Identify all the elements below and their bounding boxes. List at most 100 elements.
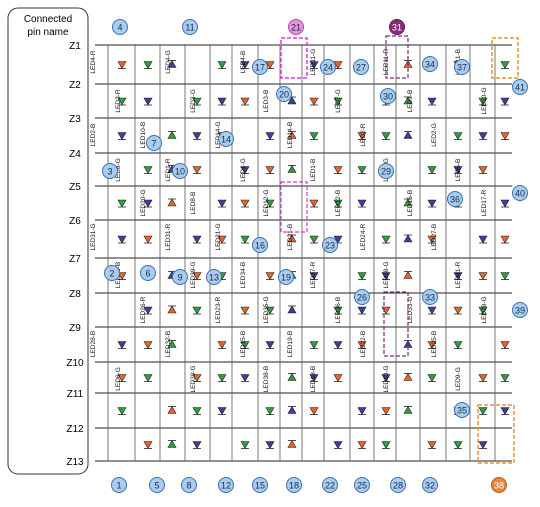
led-diode-icon [143, 235, 153, 244]
highlight-box-38 [477, 404, 515, 464]
badge-number: 11 [185, 23, 194, 33]
led-diode-icon [500, 407, 510, 416]
led-label: LED9-G [455, 367, 462, 390]
led-label: LED1-R [165, 158, 172, 181]
led-diode-icon [192, 441, 202, 450]
led-diode-icon [453, 306, 463, 315]
led-diode-icon [143, 199, 153, 208]
badge-number: 12 [221, 481, 231, 491]
led-diode-icon [143, 166, 153, 175]
led-diode-icon [427, 374, 437, 383]
number-badge: 5 [149, 477, 165, 493]
led-diode-icon [192, 97, 202, 106]
led-diode-icon [309, 272, 319, 281]
led-label: LED34-B [240, 262, 247, 288]
number-badge: 10 [172, 163, 188, 179]
led-label: LED18-B [310, 366, 317, 392]
led-diode-icon [309, 61, 319, 70]
led-diode-icon [287, 305, 297, 314]
pin-label: Z12 [66, 424, 84, 435]
pin-label: Z2 [69, 80, 81, 91]
number-badge: 15 [252, 477, 268, 493]
led-diode-icon [381, 235, 391, 244]
led-diode-icon [167, 339, 177, 348]
led-label: LED6-G [115, 367, 122, 390]
led-label: LED2-G [431, 123, 438, 146]
pin-label: Z10 [66, 358, 84, 369]
led-label: LED8-B [190, 192, 197, 215]
led-diode-icon [403, 405, 413, 414]
led-label: LED8-G [115, 158, 122, 181]
led-diode-icon [500, 272, 510, 281]
led-diode-icon [357, 407, 367, 416]
led-diode-icon [333, 61, 343, 70]
led-diode-icon [333, 441, 343, 450]
led-diode-icon [143, 306, 153, 315]
led-diode-icon [333, 341, 343, 350]
led-diode-icon [500, 61, 510, 70]
number-badge: 39 [512, 302, 528, 318]
highlight-box-top-right [491, 37, 519, 79]
led-label: LED3-R [115, 89, 122, 112]
led-diode-icon [309, 97, 319, 106]
led-diode-icon [217, 61, 227, 70]
number-badge: 21 [288, 19, 304, 35]
number-badge: 2 [104, 265, 120, 281]
number-badge: 16 [252, 237, 268, 253]
led-diode-icon [217, 235, 227, 244]
led-diode-icon [265, 306, 275, 315]
led-diode-icon [240, 374, 250, 383]
led-diode-icon [240, 441, 250, 450]
led-diode-icon [117, 272, 127, 281]
pin-label: Z7 [69, 254, 81, 265]
badge-number: 17 [255, 63, 265, 73]
badge-number: 28 [393, 481, 403, 491]
led-diode-icon [403, 198, 413, 207]
number-badge: 32 [422, 477, 438, 493]
pin-label: Z3 [69, 114, 81, 125]
number-badge: 30 [380, 88, 396, 104]
highlight-boxes [280, 35, 519, 464]
badge-number: 32 [425, 481, 435, 491]
led-diode-icon [192, 272, 202, 281]
badge-number: 6 [145, 269, 150, 279]
led-diode-icon [117, 97, 127, 106]
pin-label: Z5 [69, 182, 81, 193]
led-label: LED1-G [240, 158, 247, 181]
pin-header-line1: Connected [24, 14, 72, 25]
number-badge: 20 [276, 86, 292, 102]
led-diode-icon [309, 235, 319, 244]
led-diode-icon [500, 235, 510, 244]
highlight-box-mid [280, 181, 308, 233]
badge-number: 34 [425, 60, 435, 70]
pin-label-frame [7, 7, 89, 475]
led-diode-icon [287, 130, 297, 139]
led-diode-icon [287, 372, 297, 381]
led-diode-icon [117, 407, 127, 416]
led-diode-icon [357, 441, 367, 450]
led-diode-icon [192, 235, 202, 244]
led-diode-icon [309, 199, 319, 208]
led-diode-icon [240, 306, 250, 315]
badge-number: 30 [383, 92, 393, 102]
led-diode-icon [287, 234, 297, 243]
led-diode-icon [381, 441, 391, 450]
badge-number: 5 [154, 481, 159, 491]
badge-number: 31 [392, 23, 402, 33]
led-diode-icon [403, 270, 413, 279]
number-badge: 40 [512, 185, 528, 201]
led-diode-icon [265, 341, 275, 350]
number-badge: 3 [102, 163, 118, 179]
led-label: LED22-B [360, 331, 367, 357]
led-diode-icon [143, 341, 153, 350]
led-diode-icon [333, 374, 343, 383]
led-diode-icon [217, 199, 227, 208]
badge-number: 26 [357, 293, 367, 303]
led-diode-icon [167, 405, 177, 414]
led-diode-icon [265, 166, 275, 175]
led-label: LED3-G [190, 89, 197, 112]
led-label: LED21-B [287, 224, 294, 250]
led-diode-icon [240, 97, 250, 106]
led-diode-icon [167, 305, 177, 314]
led-label: LED11-G [310, 49, 317, 76]
